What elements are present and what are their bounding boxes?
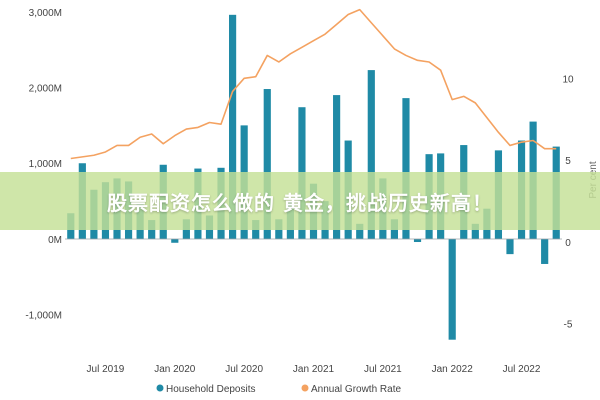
growth-rate-line (70, 8, 557, 160)
overlay-text: 股票配资怎么做的 黄金，挑战历史新高！ (107, 190, 493, 215)
y-left-tick-label: 1,000M (29, 159, 62, 170)
legend-label: Annual Growth Rate (311, 384, 401, 395)
x-tick-label: Jan 2021 (293, 364, 335, 375)
legend-marker (156, 384, 164, 392)
x-tick-label: Jul 2021 (364, 364, 402, 375)
y-right-tick-label: 5 (565, 156, 571, 167)
legend: Household Deposits Annual Growth Rate (156, 384, 401, 395)
line-series-annual-growth-rate (70, 8, 557, 160)
bar (541, 238, 549, 264)
y-axis-right-ticks: 10 5 0 -5 (562, 74, 574, 330)
bar (471, 223, 479, 239)
bar (171, 238, 179, 243)
x-tick-label: Jan 2020 (154, 364, 196, 375)
x-tick-label: Jul 2020 (225, 364, 263, 375)
bar (506, 238, 514, 255)
bar (413, 238, 422, 243)
bar (333, 95, 341, 239)
y-right-tick-label: 0 (565, 238, 571, 249)
legend-marker (301, 384, 309, 392)
bar (448, 238, 456, 340)
x-axis-ticks: Jul 2019 Jan 2020 Jul 2020 Jan 2021 Jul 2021… (87, 364, 541, 375)
bar (367, 70, 375, 239)
y-right-tick-label: -5 (564, 320, 573, 331)
y-left-tick-label: 3,000M (29, 8, 62, 19)
legend-label: Household Deposits (166, 384, 256, 395)
y-left-tick-label: 0M (48, 235, 62, 246)
x-tick-label: Jul 2022 (503, 364, 541, 375)
bar (263, 89, 271, 239)
bar (402, 98, 410, 239)
y-axis-left-ticks: 3,000M 2,000M 1,000M 0M -1,000M (25, 8, 62, 322)
bar (229, 14, 237, 239)
y-left-tick-label: 2,000M (29, 84, 62, 95)
bar (356, 223, 364, 239)
y-left-tick-label: -1,000M (25, 311, 62, 322)
x-tick-label: Jul 2019 (87, 364, 125, 375)
overlay-banner: 股票配资怎么做的 黄金，挑战历史新高！ (0, 172, 600, 230)
y-right-tick-label: 10 (562, 74, 574, 85)
x-tick-label: Jan 2022 (432, 364, 474, 375)
